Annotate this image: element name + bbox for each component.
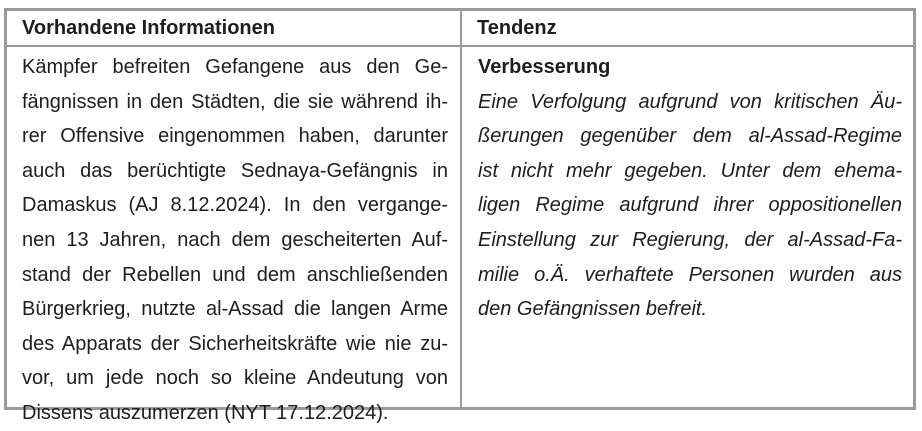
text-line: Damaskus (AJ 8.12.2024). In den vergange…	[22, 194, 448, 217]
text-line: vor, um jede noch so kleine Andeutung vo…	[22, 367, 448, 390]
text-line: ist nicht mehr gegeben. Unter dem ehema-	[478, 159, 902, 182]
tendency-label: Verbesserung	[478, 56, 611, 78]
tendency-description: Eine Verfolgung aufgrund von kritischen …	[478, 85, 902, 327]
text-line: Bürgerkrieg, nutzte al-Assad die langen …	[22, 298, 448, 321]
text-line: stand der Rebellen und dem anschließende…	[22, 263, 448, 286]
text-line: milie o.Ä. verhaftete Personen wurden au…	[478, 263, 902, 286]
text-line: des Apparats der Sicherheitskräfte wie n…	[22, 332, 448, 355]
available-information-cell: Kämpfer befreiten Gefangene aus den Ge-f…	[22, 50, 448, 431]
header-available-information: Vorhandene Informationen	[7, 11, 460, 47]
header-tendency: Tendenz	[460, 11, 913, 47]
text-line: Dissens auszumerzen (NYT 17.12.2024).	[22, 401, 389, 424]
text-line: Eine Verfolgung aufgrund von kritischen …	[478, 90, 902, 113]
information-table: Vorhandene Informationen Tendenz Kämpfer…	[4, 8, 916, 424]
text-line: nen 13 Jahren, nach dem gescheiterten Au…	[22, 228, 448, 251]
text-line: ßerungen gegenüber dem al-Assad-Regime	[478, 125, 902, 148]
text-line: den Gefängnissen befreit.	[478, 298, 708, 321]
column-divider	[460, 47, 462, 407]
text-line: fängnissen in den Städten, die sie währe…	[22, 90, 448, 113]
text-line: Einstellung zur Regierung, der al-Assad-…	[478, 228, 902, 251]
tendency-cell: Verbesserung Eine Verfolgung aufgrund vo…	[478, 50, 902, 327]
text-line: ligen Regime aufgrund ihrer oppositionel…	[478, 194, 902, 217]
text-line: auch das berüchtigte Sednaya-Gefängnis i…	[22, 159, 448, 182]
text-line: Kämpfer befreiten Gefangene aus den Ge-	[22, 56, 448, 78]
text-line: rer Offensive eingenommen haben, darunte…	[22, 125, 448, 148]
